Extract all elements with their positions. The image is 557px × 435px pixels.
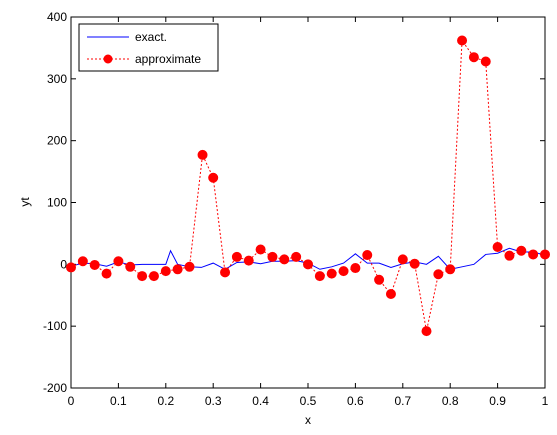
data-point-approximate bbox=[125, 261, 136, 272]
data-point-approximate bbox=[231, 251, 242, 262]
data-point-approximate bbox=[338, 266, 349, 277]
data-point-approximate bbox=[468, 52, 479, 63]
data-point-approximate bbox=[374, 274, 385, 285]
data-point-approximate bbox=[433, 269, 444, 280]
axes: 0 0.1 0.2 0.3 0.4 0.5 0.6 0.7 0.8 0.9 1 -200 -100 0 10… bbox=[43, 10, 549, 408]
x-tick-label: 1 bbox=[542, 394, 549, 408]
x-tick-label: 0.6 bbox=[347, 394, 364, 408]
data-point-approximate bbox=[243, 255, 254, 266]
data-point-approximate bbox=[528, 249, 539, 260]
y-tick-label: 0 bbox=[60, 257, 67, 271]
y-tick-label: -100 bbox=[43, 319, 67, 333]
y-tick-label: 100 bbox=[47, 196, 67, 210]
data-point-approximate bbox=[255, 244, 266, 255]
data-point-approximate bbox=[101, 268, 112, 279]
data-point-approximate bbox=[480, 56, 491, 67]
y-tick-label: 200 bbox=[47, 134, 67, 148]
data-point-approximate bbox=[350, 263, 361, 274]
x-tick-label: 0.1 bbox=[110, 394, 127, 408]
y-tick-label: -200 bbox=[43, 381, 67, 395]
x-tick-label: 0.3 bbox=[205, 394, 222, 408]
y-axis-label: yt bbox=[18, 197, 32, 207]
data-point-approximate bbox=[160, 266, 171, 277]
x-tick-label: 0.4 bbox=[252, 394, 269, 408]
data-point-approximate bbox=[220, 267, 231, 278]
data-point-approximate bbox=[397, 254, 408, 265]
data-point-approximate bbox=[445, 264, 456, 275]
data-point-approximate bbox=[172, 264, 183, 275]
x-tick-label: 0.5 bbox=[300, 394, 317, 408]
series-line-exact bbox=[70, 247, 546, 270]
data-point-approximate bbox=[89, 259, 100, 270]
data-point-approximate bbox=[516, 245, 527, 256]
plot-area bbox=[70, 16, 546, 389]
data-point-approximate bbox=[291, 251, 302, 262]
data-point-approximate bbox=[148, 271, 159, 282]
data-point-approximate bbox=[77, 256, 88, 267]
data-point-approximate bbox=[137, 271, 148, 282]
data-point-approximate bbox=[279, 254, 290, 265]
data-point-approximate bbox=[326, 268, 337, 279]
data-point-approximate bbox=[197, 149, 208, 160]
data-point-approximate bbox=[540, 249, 550, 260]
x-tick-label: 0 bbox=[68, 394, 75, 408]
data-point-approximate bbox=[208, 172, 219, 183]
data-point-approximate bbox=[314, 271, 325, 282]
data-point-approximate bbox=[362, 250, 373, 261]
legend-marker-approximate bbox=[103, 54, 113, 64]
x-tick-label: 0.7 bbox=[394, 394, 411, 408]
data-point-approximate bbox=[267, 251, 278, 262]
data-point-approximate bbox=[184, 261, 195, 272]
x-tick-label: 0.2 bbox=[157, 394, 174, 408]
legend-label-exact: exact. bbox=[135, 30, 167, 44]
data-point-approximate bbox=[492, 242, 503, 253]
data-point-approximate bbox=[66, 262, 76, 273]
data-point-approximate bbox=[457, 35, 468, 46]
legend-box bbox=[78, 23, 219, 72]
x-tick-label: 0.8 bbox=[442, 394, 459, 408]
legend-label-approximate: approximate bbox=[135, 52, 201, 66]
legend: exact. approximate bbox=[78, 23, 219, 72]
data-point-approximate bbox=[113, 256, 124, 267]
series-group bbox=[66, 35, 550, 337]
data-point-approximate bbox=[303, 259, 313, 270]
x-axis-label: x bbox=[305, 413, 311, 427]
data-point-approximate bbox=[421, 326, 432, 337]
data-point-approximate bbox=[385, 289, 396, 300]
y-tick-label: 400 bbox=[47, 10, 67, 24]
data-point-approximate bbox=[504, 250, 515, 261]
y-tick-label: 300 bbox=[47, 72, 67, 86]
data-point-approximate bbox=[409, 258, 420, 269]
x-tick-label: 0.9 bbox=[489, 394, 506, 408]
